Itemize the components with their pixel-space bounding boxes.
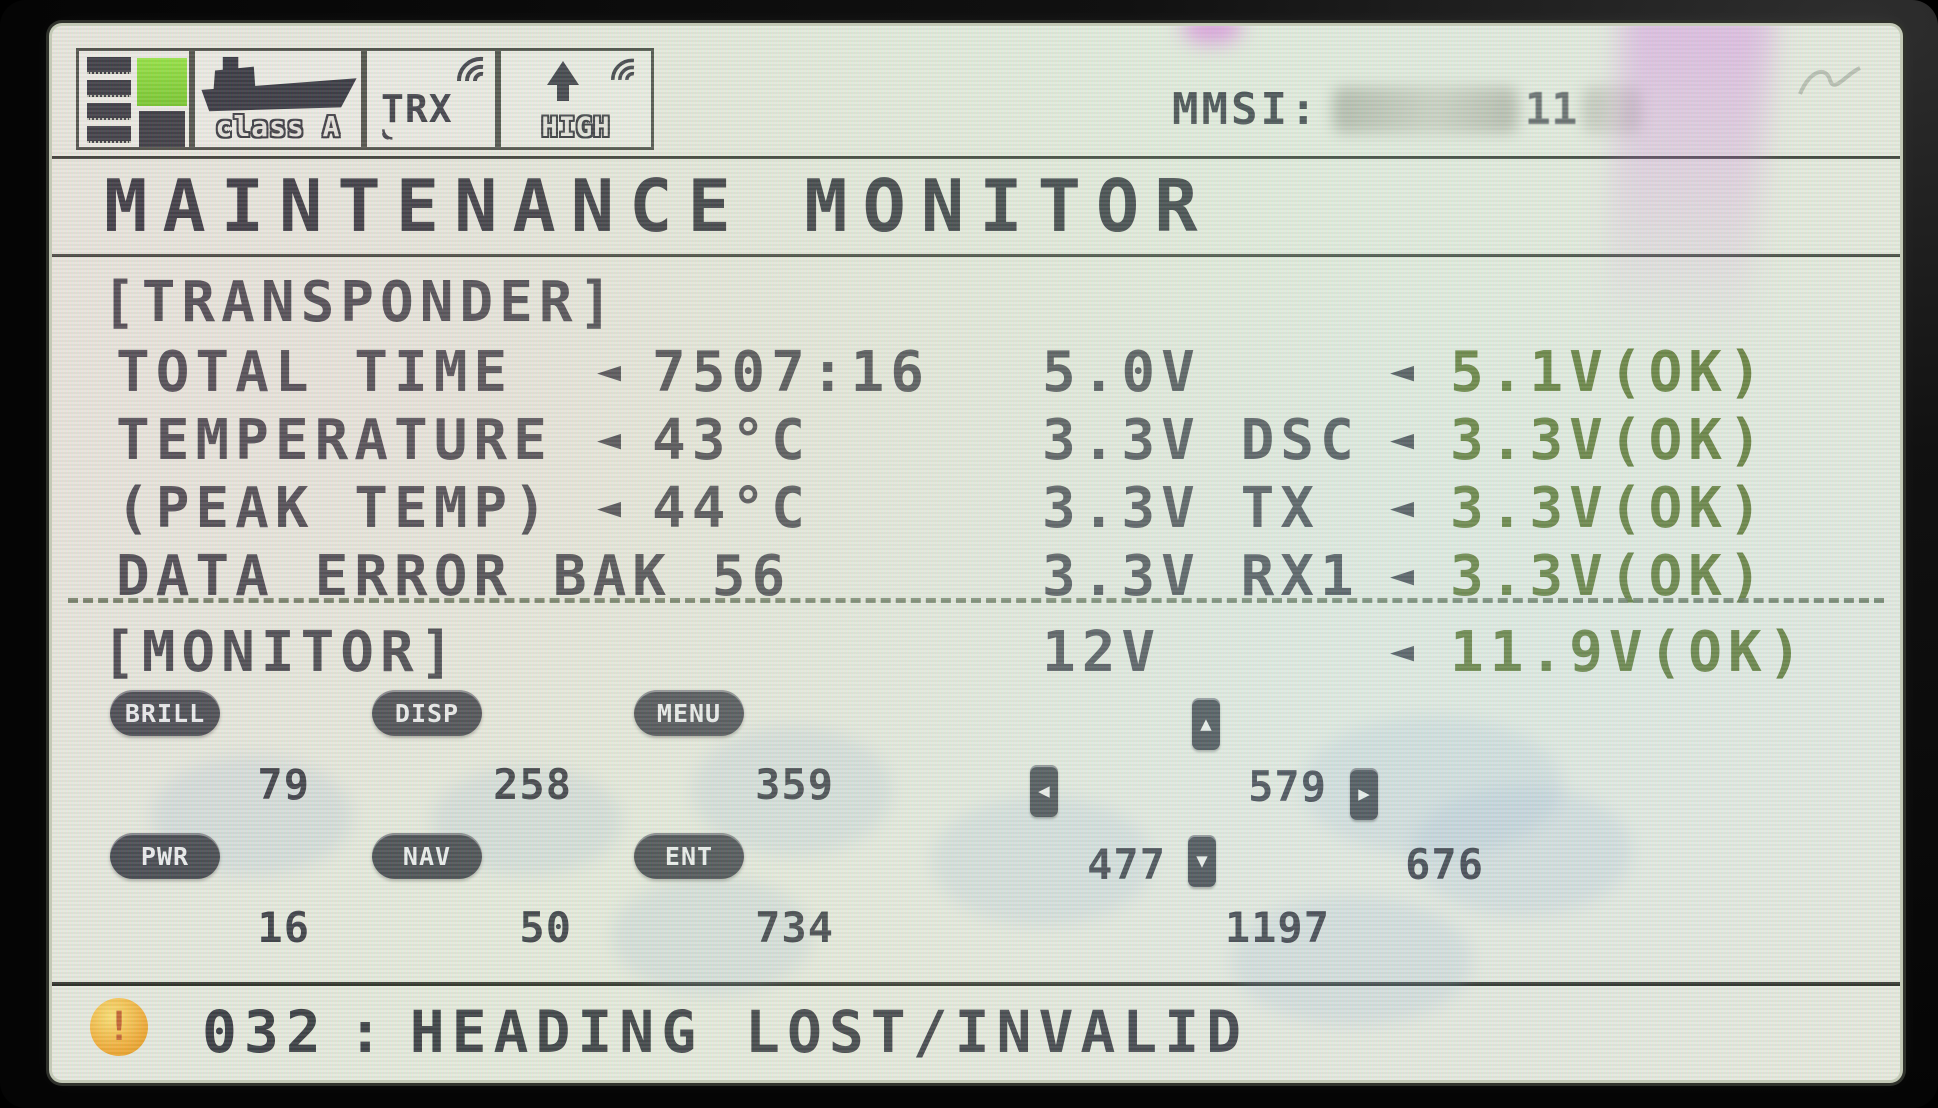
row-label: TOTAL TIME xyxy=(116,340,514,405)
key-count-ent: 734 xyxy=(755,903,834,952)
trx-label: TRX xyxy=(381,87,453,131)
key-count-pwr: 16 xyxy=(257,903,310,952)
row-label: TEMPERATURE xyxy=(116,408,553,473)
status-bar-segment xyxy=(87,126,131,143)
key-badge-arrow-down: ▼ xyxy=(1188,835,1216,887)
antenna-waves-icon xyxy=(457,56,484,82)
pointer-arrow-icon: ◄ xyxy=(1390,628,1421,674)
key-count-arrow-down: 1197 xyxy=(1224,903,1330,952)
pointer-arrow-icon: ◄ xyxy=(1390,348,1421,394)
key-count-arrow-left: 477 xyxy=(1087,840,1166,889)
reflection-blob xyxy=(1302,716,1562,856)
up-arrow-icon xyxy=(547,61,579,85)
pointer-arrow-icon: ◄ xyxy=(597,348,628,394)
dashed-divider xyxy=(68,598,1884,603)
monitor-section-label: [MONITOR] xyxy=(102,620,460,685)
reflection-blob xyxy=(932,796,1152,926)
mmsi-label: MMSI: xyxy=(1172,84,1320,135)
alert-message-bar: 032: HEADING LOST/INVALID xyxy=(202,998,1248,1066)
voltage-value-ok: 3.3V(OK) xyxy=(1450,476,1768,541)
transponder-section-label: [TRANSPONDER] xyxy=(102,270,619,335)
row-value: 44°C xyxy=(652,476,811,541)
lens-smudge-mark xyxy=(1798,66,1861,95)
key-count-menu: 359 xyxy=(755,760,834,809)
status-blocks-icon xyxy=(76,48,192,150)
key-count-disp: 258 xyxy=(493,760,572,809)
reflection-blob xyxy=(1232,896,1472,1026)
row-value: 43°C xyxy=(652,408,811,473)
voltage-label: 12V xyxy=(1042,620,1162,685)
voltage-label: 3.3V DSC xyxy=(1042,408,1360,473)
key-badge-nav: NAV xyxy=(372,833,482,879)
trx-mode-icon: TRX xyxy=(364,48,498,150)
mmsi-redaction-smudge xyxy=(1333,86,1519,133)
key-badge-arrow-left: ◀ xyxy=(1030,765,1058,817)
row-label: (PEAK TEMP) xyxy=(116,476,553,541)
pointer-arrow-icon: ◄ xyxy=(1390,484,1421,530)
key-count-nav: 50 xyxy=(519,903,572,952)
pointer-arrow-icon: ◄ xyxy=(1390,552,1421,598)
divider-line xyxy=(52,156,1900,159)
mmsi-readout: MMSI: 11 xyxy=(1172,84,1642,135)
mmsi-redaction-smudge xyxy=(1583,86,1642,133)
up-arrow-stem xyxy=(557,85,569,101)
pointer-arrow-icon: ◄ xyxy=(1390,416,1421,462)
key-count-brill: 79 xyxy=(257,760,310,809)
antenna-waves-icon xyxy=(382,129,393,140)
screen-glare xyxy=(1182,26,1242,44)
antenna-waves-icon xyxy=(611,58,635,81)
key-badge-menu: MENU xyxy=(634,690,744,736)
key-count-arrow-up: 579 xyxy=(1248,762,1327,811)
alert-colon: : xyxy=(347,998,390,1066)
ship-silhouette-icon xyxy=(201,56,357,112)
reflection-blob xyxy=(1412,786,1632,916)
alert-code: 032 xyxy=(202,998,328,1066)
voltage-label: 3.3V TX xyxy=(1042,476,1321,541)
status-bar-segment xyxy=(87,80,131,97)
status-dark-block xyxy=(139,111,185,147)
pointer-arrow-icon: ◄ xyxy=(597,484,628,530)
voltage-value-ok: 5.1V(OK) xyxy=(1450,340,1768,405)
page-title: MAINTENANCE MONITOR xyxy=(104,164,1213,248)
key-badge-disp: DISP xyxy=(372,690,482,736)
ship-class-label: class A xyxy=(215,110,341,143)
divider-line xyxy=(52,254,1900,257)
key-badge-arrow-right: ▶ xyxy=(1350,768,1378,820)
tx-power-high-icon: HIGH xyxy=(498,48,654,150)
key-badge-pwr: PWR xyxy=(110,833,220,879)
divider-line xyxy=(52,982,1900,986)
status-bar-segment xyxy=(87,57,131,74)
ship-class-a-icon: class A xyxy=(192,48,364,150)
key-badge-arrow-up: ▲ xyxy=(1192,698,1220,750)
key-count-arrow-right: 676 xyxy=(1405,840,1484,889)
pointer-arrow-icon: ◄ xyxy=(597,416,628,462)
warning-icon: ! xyxy=(90,998,148,1056)
reflection-blob xyxy=(612,876,812,996)
tx-power-label: HIGH xyxy=(541,112,611,143)
key-badge-ent: ENT xyxy=(634,833,744,879)
alert-message: HEADING LOST/INVALID xyxy=(409,998,1249,1066)
voltage-value-ok: 11.9V(OK) xyxy=(1450,620,1808,685)
voltage-label: 5.0V xyxy=(1042,340,1201,405)
key-badge-brill: BRILL xyxy=(110,690,220,736)
lcd-screen: class A TRX HIGH MMSI xyxy=(52,26,1900,1080)
row-value: 7507:16 xyxy=(652,340,931,405)
status-green-block xyxy=(137,58,187,106)
mmsi-visible-digits: 11 xyxy=(1524,84,1578,135)
voltage-value-ok: 3.3V(OK) xyxy=(1450,408,1768,473)
screen-glare xyxy=(1600,26,1774,351)
status-bar-segment xyxy=(87,103,131,120)
